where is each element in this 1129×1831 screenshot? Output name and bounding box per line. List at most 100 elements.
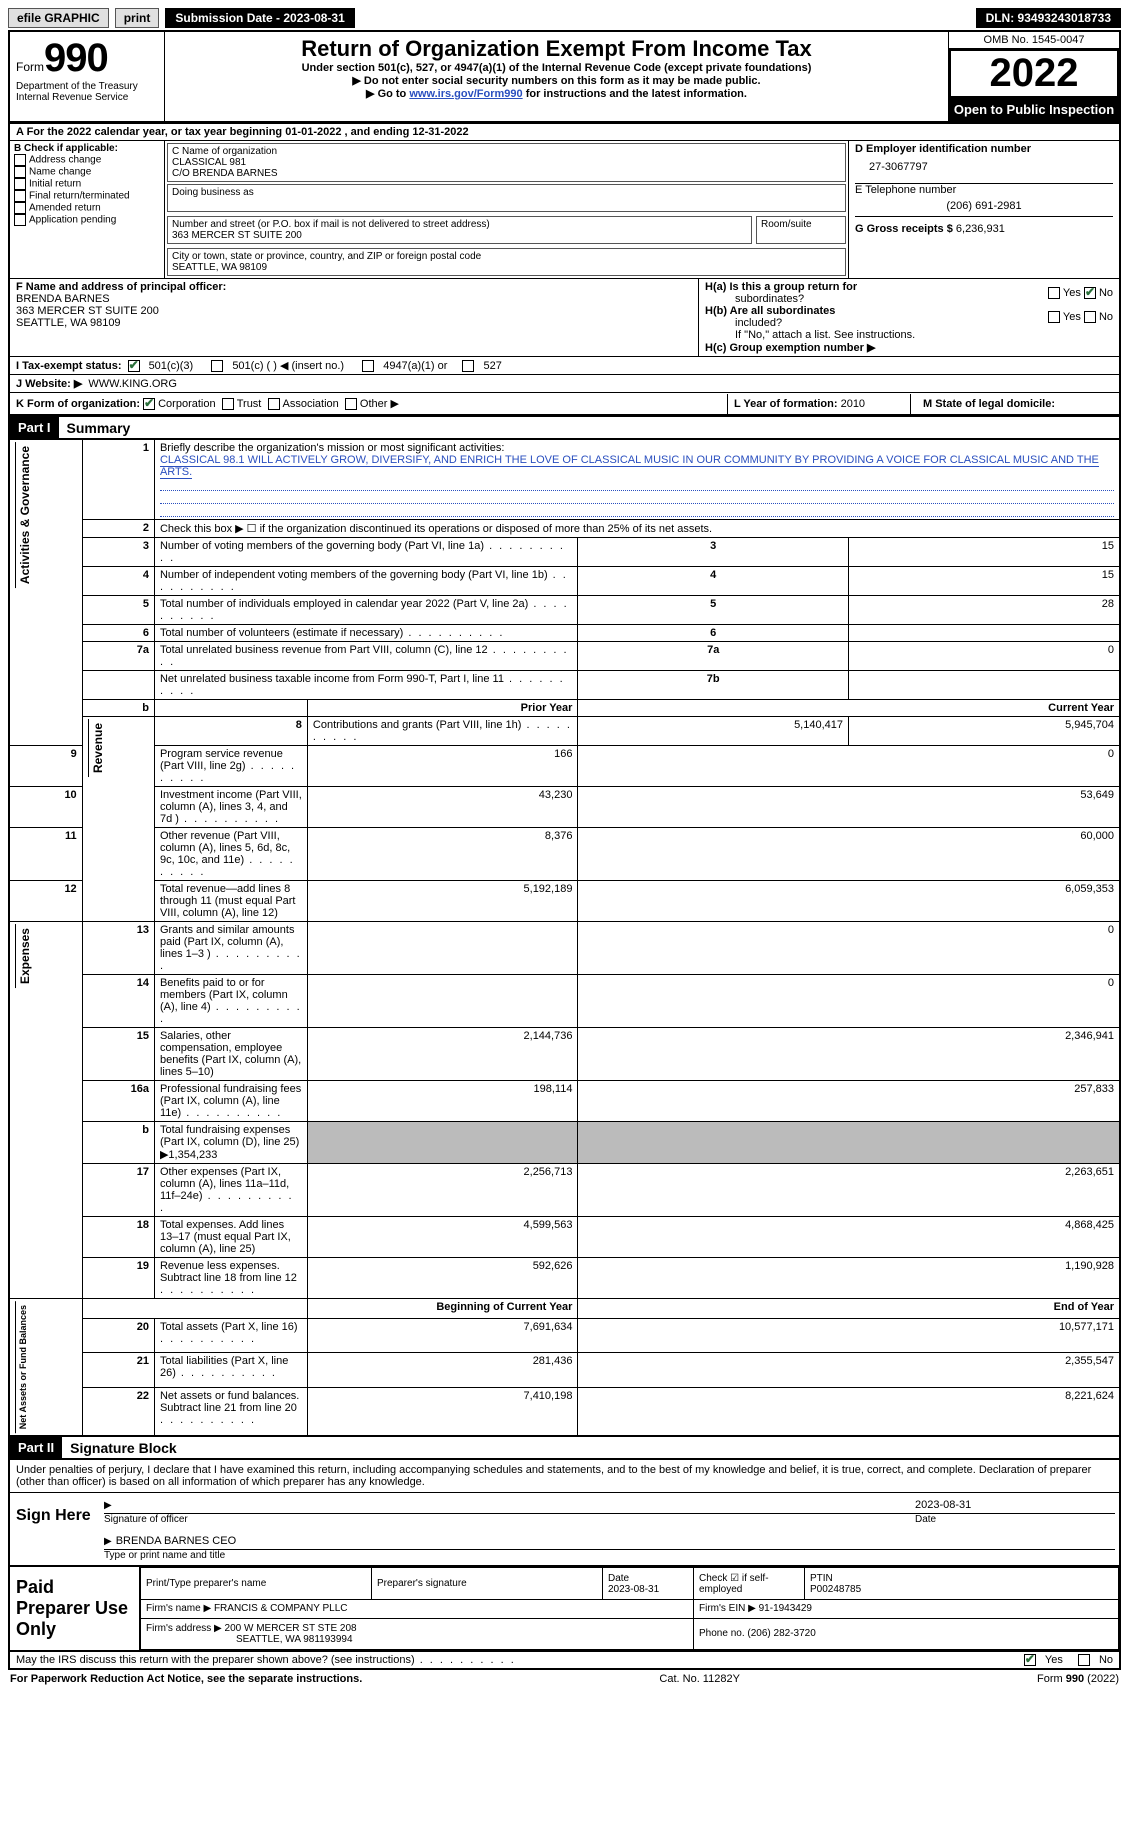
form-title: Return of Organization Exempt From Incom…: [171, 36, 942, 62]
k-trust[interactable]: [222, 398, 234, 410]
org-co: C/O BRENDA BARNES: [172, 168, 841, 179]
part2-header: Part II: [10, 1437, 62, 1458]
i-4947[interactable]: [362, 360, 374, 372]
hdr-current: Current Year: [578, 700, 1120, 717]
k-opt2: Association: [283, 398, 339, 410]
check-initial[interactable]: [14, 178, 26, 190]
sig-declaration: Under penalties of perjury, I declare th…: [10, 1460, 1119, 1492]
k-other[interactable]: [345, 398, 357, 410]
tel-val: (206) 691-2981: [855, 196, 1113, 216]
rev1t: Program service revenue (Part VIII, line…: [160, 748, 296, 784]
na2n: 22: [82, 1387, 154, 1436]
r5t: Total number of individuals employed in …: [160, 598, 569, 622]
org-name: CLASSICAL 981: [172, 157, 841, 168]
hb-sub: included?: [705, 317, 782, 329]
rev4c: 6,059,353: [578, 881, 1120, 922]
l-label: L Year of formation:: [734, 398, 838, 410]
prep-check: Check ☑ if self-employed: [699, 1573, 769, 1595]
irs-label: Internal Revenue Service: [16, 92, 158, 103]
yes-1: Yes: [1063, 287, 1081, 299]
i-527[interactable]: [462, 360, 474, 372]
e2t: Salaries, other compensation, employee b…: [160, 1030, 301, 1078]
k-assoc[interactable]: [268, 398, 280, 410]
efile-button[interactable]: efile GRAPHIC: [8, 8, 109, 28]
opt-address: Address change: [29, 155, 101, 166]
sign-here-label: Sign Here: [10, 1493, 100, 1565]
hb-no[interactable]: [1084, 311, 1096, 323]
check-amended[interactable]: [14, 202, 26, 214]
block-f-h: F Name and address of principal officer:…: [8, 279, 1121, 357]
part1-title: Summary: [59, 420, 131, 436]
rev1n: 9: [9, 746, 82, 787]
firm-name-lbl: Firm's name ▶: [146, 1603, 211, 1614]
check-address-change[interactable]: [14, 154, 26, 166]
rev3n: 11: [9, 828, 82, 881]
r4v: 15: [849, 567, 1121, 596]
i-501c3[interactable]: [128, 360, 140, 372]
rev4t: Total revenue—add lines 8 through 11 (mu…: [160, 883, 296, 919]
na2p: 7,410,198: [307, 1387, 578, 1436]
prep-sig-label: Preparer's signature: [372, 1568, 603, 1600]
e3p: 198,114: [307, 1081, 578, 1122]
prep-title: Paid Preparer Use Only: [10, 1567, 140, 1650]
e7t: Revenue less expenses. Subtract line 18 …: [160, 1260, 297, 1296]
ha-no[interactable]: [1084, 287, 1096, 299]
e2p: 2,144,736: [307, 1028, 578, 1081]
form-header: Form990 Department of the Treasury Inter…: [8, 30, 1121, 123]
tel-label: E Telephone number: [855, 183, 1113, 196]
vert-netassets: Net Assets or Fund Balances: [15, 1301, 30, 1433]
s2-text: Check this box ▶ ☐ if the organization d…: [154, 520, 1120, 538]
r3n: 3: [82, 538, 154, 567]
na0n: 20: [82, 1319, 154, 1353]
e3c: 257,833: [578, 1081, 1120, 1122]
rev2c: 53,649: [578, 787, 1120, 828]
tax-year: 2022: [949, 49, 1119, 98]
k-corp[interactable]: [143, 398, 155, 410]
na0c: 10,577,171: [578, 1319, 1120, 1353]
r7an: 7a: [82, 642, 154, 671]
check-final[interactable]: [14, 190, 26, 202]
website-val: WWW.KING.ORG: [88, 378, 177, 390]
rev3t: Other revenue (Part VIII, column (A), li…: [160, 830, 295, 878]
prep-date-val: 2023-08-31: [608, 1584, 659, 1595]
discuss-yes[interactable]: [1024, 1654, 1036, 1666]
r6t: Total number of volunteers (estimate if …: [160, 627, 504, 639]
k-opt0: Corporation: [158, 398, 215, 410]
instructions-link[interactable]: www.irs.gov/Form990: [409, 88, 522, 100]
city-label: City or town, state or province, country…: [172, 251, 841, 262]
discuss-no[interactable]: [1078, 1654, 1090, 1666]
firm-ein-lbl: Firm's EIN ▶: [699, 1603, 756, 1614]
i-opt4: 527: [483, 360, 501, 372]
dept-treasury: Department of the Treasury: [16, 81, 158, 92]
firm-addr1: 200 W MERCER ST STE 208: [225, 1623, 357, 1634]
check-name-change[interactable]: [14, 166, 26, 178]
e0n: 13: [82, 922, 154, 975]
ha-yes[interactable]: [1048, 287, 1060, 299]
e6p: 4,599,563: [307, 1217, 578, 1258]
r6n: 6: [82, 625, 154, 642]
print-button[interactable]: print: [115, 8, 160, 28]
opt-name: Name change: [29, 167, 91, 178]
i-501c[interactable]: [211, 360, 223, 372]
part1-header: Part I: [10, 417, 59, 438]
hc-label: H(c) Group exemption number ▶: [705, 341, 1113, 354]
vert-activities: Activities & Governance: [15, 442, 34, 588]
rev2p: 43,230: [307, 787, 578, 828]
e4n: b: [82, 1122, 154, 1164]
r6b: 6: [578, 625, 849, 642]
line-a-calendar-year: A For the 2022 calendar year, or tax yea…: [8, 123, 1121, 141]
k-opt1: Trust: [237, 398, 262, 410]
na2c: 8,221,624: [578, 1387, 1120, 1436]
na1n: 21: [82, 1353, 154, 1387]
check-app-pending[interactable]: [14, 214, 26, 226]
yes-2: Yes: [1063, 311, 1081, 323]
hb-yes[interactable]: [1048, 311, 1060, 323]
discuss-text: May the IRS discuss this return with the…: [16, 1654, 516, 1666]
hdr-prior: Prior Year: [307, 700, 578, 717]
k-opt3: Other ▶: [360, 398, 399, 410]
dba-label: Doing business as: [172, 187, 841, 198]
na0t: Total assets (Part X, line 16): [160, 1321, 298, 1345]
e2n: 15: [82, 1028, 154, 1081]
subtitle-1: Under section 501(c), 527, or 4947(a)(1)…: [171, 62, 942, 74]
firm-addr2: SEATTLE, WA 981193994: [146, 1634, 353, 1645]
